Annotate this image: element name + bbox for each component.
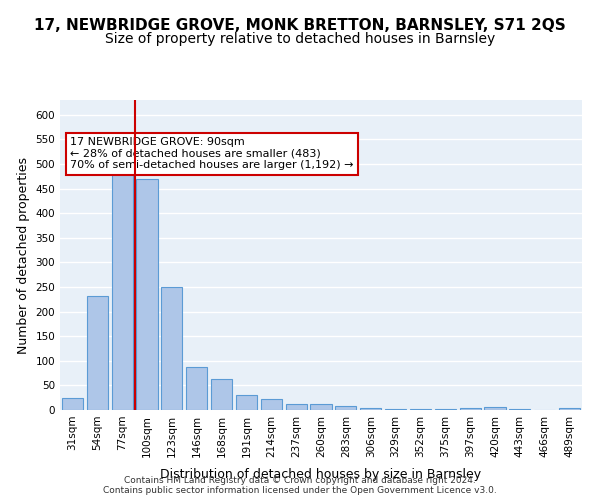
- Bar: [286, 404, 307, 410]
- Bar: [435, 409, 456, 410]
- Bar: [559, 408, 580, 410]
- Text: Size of property relative to detached houses in Barnsley: Size of property relative to detached ho…: [105, 32, 495, 46]
- Bar: [410, 408, 431, 410]
- Bar: [335, 406, 356, 410]
- Text: 17, NEWBRIDGE GROVE, MONK BRETTON, BARNSLEY, S71 2QS: 17, NEWBRIDGE GROVE, MONK BRETTON, BARNS…: [34, 18, 566, 32]
- Bar: [484, 407, 506, 410]
- Bar: [460, 408, 481, 410]
- Text: 17 NEWBRIDGE GROVE: 90sqm
← 28% of detached houses are smaller (483)
70% of semi: 17 NEWBRIDGE GROVE: 90sqm ← 28% of detac…: [70, 137, 354, 170]
- Bar: [62, 398, 83, 410]
- Bar: [236, 395, 257, 410]
- X-axis label: Distribution of detached houses by size in Barnsley: Distribution of detached houses by size …: [160, 468, 482, 481]
- Bar: [211, 379, 232, 410]
- Text: Contains HM Land Registry data © Crown copyright and database right 2024.
Contai: Contains HM Land Registry data © Crown c…: [103, 476, 497, 495]
- Bar: [87, 296, 108, 410]
- Bar: [112, 169, 133, 410]
- Bar: [161, 287, 182, 410]
- Bar: [360, 408, 381, 410]
- Bar: [310, 404, 332, 410]
- Bar: [136, 178, 158, 410]
- Y-axis label: Number of detached properties: Number of detached properties: [17, 156, 30, 354]
- Bar: [186, 366, 207, 410]
- Bar: [509, 409, 530, 410]
- Bar: [385, 408, 406, 410]
- Bar: [261, 399, 282, 410]
